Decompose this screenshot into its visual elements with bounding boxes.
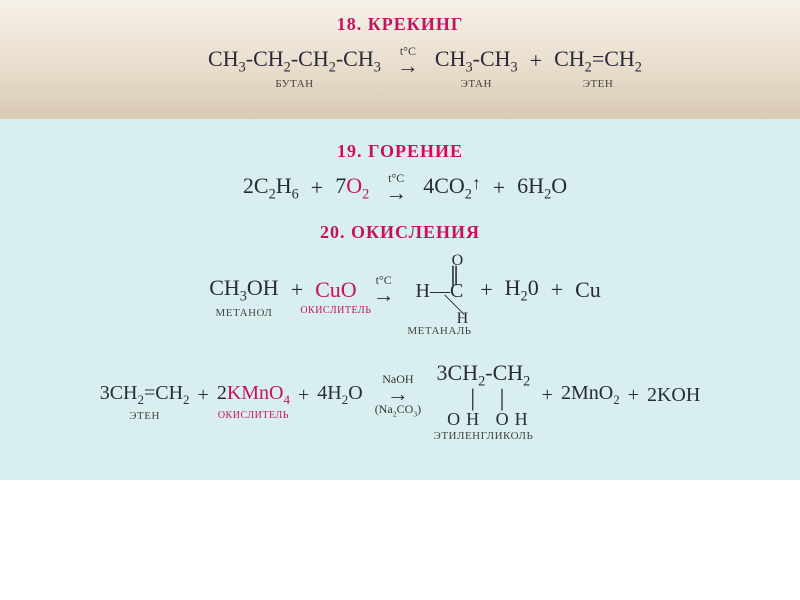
term-co2: 4CO2↑ xyxy=(423,173,481,203)
heading-20: 20. ОКИСЛЕНИЯ xyxy=(24,222,776,243)
term-cu: Cu xyxy=(575,277,601,303)
equation-cracking: CH3-CH2-CH2-CH3 БУТАН t°C → CH3-CH3 ЭТАН… xyxy=(24,45,776,77)
label-ethene: ЭТЕН xyxy=(583,78,614,90)
term-oxygen: 7O2 xyxy=(335,173,369,203)
arrow-oxidation-b: NaOH → (Na2CO3) xyxy=(375,373,421,418)
term-ethene-2: 3CH2=CH2 ЭТЕН xyxy=(100,382,190,408)
struct-glycol: 3CH2-CH2 │ │ OH OH xyxy=(433,361,534,430)
term-kmno4: 2KMnO4 ОКИСЛИТЕЛЬ xyxy=(217,382,290,408)
term-ethane: CH3-CH3 ЭТАН xyxy=(435,46,518,76)
label-oxidant-2: ОКИСЛИТЕЛЬ xyxy=(218,410,289,421)
label-ethane: ЭТАН xyxy=(461,78,492,90)
term-ethane-coef: 2C2H6 xyxy=(243,173,299,203)
label-oxidant-1: ОКИСЛИТЕЛЬ xyxy=(300,305,371,316)
term-ethene: CH2=CH2 ЭТЕН xyxy=(554,46,642,76)
label-butane: БУТАН xyxy=(275,78,313,90)
label-glycol: ЭТИЛЕНГЛИКОЛЬ xyxy=(434,430,534,442)
label-methanal: МЕТАНАЛЬ xyxy=(407,325,471,337)
section-cracking: 18. КРЕКИНГ CH3-CH2-CH2-CH3 БУТАН t°C → … xyxy=(0,0,800,119)
heading-18: 18. КРЕКИНГ xyxy=(24,14,776,35)
term-cuo: CuO ОКИСЛИТЕЛЬ xyxy=(315,277,357,303)
term-water-2: H20 xyxy=(505,275,539,305)
arrow-icon: → xyxy=(385,182,407,204)
arrow-icon: → xyxy=(397,55,419,77)
label-methanol: МЕТАНОЛ xyxy=(215,307,272,319)
struct-methanal: O ∥ H―C ＼ H xyxy=(411,253,469,327)
arrow-oxidation-a: t°C → xyxy=(373,274,395,306)
section-combustion-oxidation: 19. ГОРЕНИЕ 2C2H6 + 7O2 t°C → 4CO2↑ + 6H… xyxy=(0,119,800,480)
term-glycol: 3CH2-CH2 │ │ OH OH ЭТИЛЕНГЛИКОЛЬ xyxy=(433,361,534,430)
term-mno2: 2MnO2 xyxy=(561,382,620,408)
equation-oxidation-a: CH3OH МЕТАНОЛ + CuO ОКИСЛИТЕЛЬ t°C → O ∥… xyxy=(24,253,776,327)
equation-oxidation-b: 3CH2=CH2 ЭТЕН + 2KMnO4 ОКИСЛИТЕЛЬ + 4H2O… xyxy=(24,361,776,430)
term-butane: CH3-CH2-CH2-CH3 БУТАН xyxy=(208,46,381,76)
term-water-3: 4H2O xyxy=(317,382,362,408)
label-ethene-2: ЭТЕН xyxy=(129,410,160,422)
term-koh: 2KOH xyxy=(647,384,700,407)
arrow-cracking: t°C → xyxy=(397,45,419,77)
term-methanal: O ∥ H―C ＼ H МЕТАНАЛЬ xyxy=(411,253,469,327)
equation-combustion: 2C2H6 + 7O2 t°C → 4CO2↑ + 6H2O xyxy=(24,172,776,204)
arrow-icon: → xyxy=(373,284,395,306)
term-methanol: CH3OH МЕТАНОЛ xyxy=(209,275,279,305)
term-water-1: 6H2O xyxy=(517,173,567,203)
heading-19: 19. ГОРЕНИЕ xyxy=(24,141,776,162)
arrow-combustion: t°C → xyxy=(385,172,407,204)
